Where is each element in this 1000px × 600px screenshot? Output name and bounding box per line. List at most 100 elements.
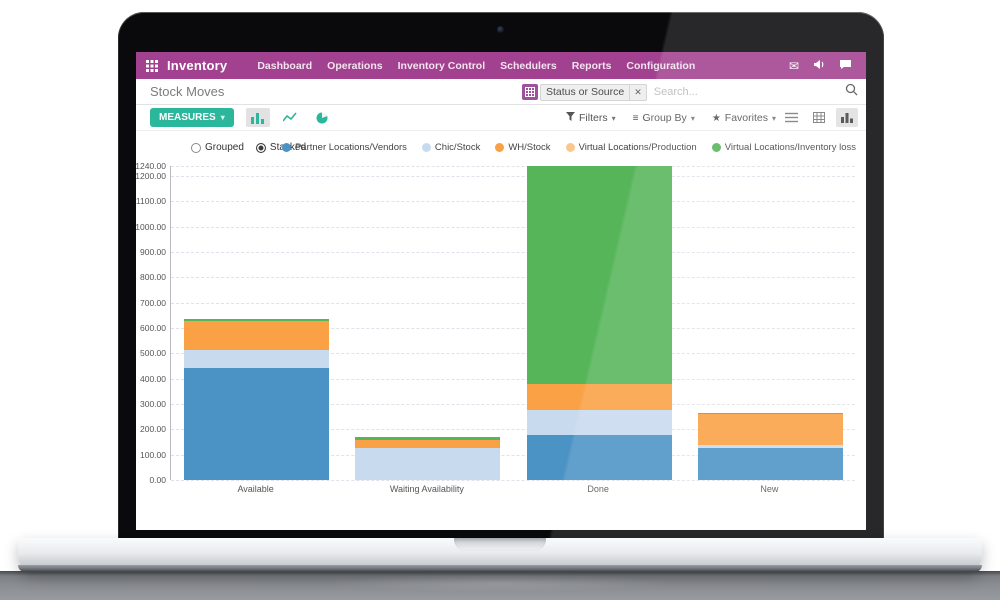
- nav-item-dashboard[interactable]: Dashboard: [257, 59, 313, 72]
- nav-item-schedulers[interactable]: Schedulers: [500, 59, 557, 72]
- app-title[interactable]: Inventory: [167, 58, 228, 73]
- apps-grid-icon[interactable]: [146, 59, 158, 72]
- laptop-base-notch: [454, 538, 546, 551]
- y-tick-label: 100.00: [140, 449, 166, 460]
- bar-segment[interactable]: [184, 321, 330, 350]
- chart-legend: Partner Locations/Vendors Chic/Stock WH/St…: [281, 142, 856, 153]
- caret-down-icon: ▾: [611, 113, 616, 123]
- legend-item[interactable]: Virtual Locations/Production: [565, 142, 697, 153]
- y-tick-label: 1200.00: [136, 171, 166, 182]
- gridline: [171, 166, 855, 167]
- nav-item-configuration[interactable]: Configuration: [626, 59, 696, 72]
- legend-label: WH/Stock: [508, 142, 551, 153]
- page-title: Stock Moves: [150, 84, 225, 99]
- caret-down-icon: ▾: [220, 113, 225, 122]
- search-box: Status or Source ✕: [522, 79, 858, 105]
- graph-view-button[interactable]: [836, 108, 858, 127]
- x-tick-label: Done: [587, 484, 609, 494]
- legend-item[interactable]: WH/Stock: [495, 142, 551, 153]
- bar-segment[interactable]: [697, 444, 843, 448]
- gridline: [171, 429, 855, 431]
- caret-down-icon: ▾: [771, 113, 776, 123]
- gridline: [171, 353, 855, 355]
- desk-surface: [0, 571, 1000, 600]
- facet-table-icon: [522, 84, 538, 100]
- pie-chart-mode-button[interactable]: [310, 108, 334, 127]
- line-chart-mode-button[interactable]: [278, 108, 302, 127]
- chart-mode-label: Grouped: [205, 142, 244, 153]
- gridline: [171, 378, 855, 380]
- favorites-menu[interactable]: ★ Favorites ▾: [711, 112, 776, 124]
- chart-mode-grouped[interactable]: Grouped: [191, 142, 244, 153]
- legend-dot-icon: [711, 143, 721, 152]
- facet-remove-icon[interactable]: ✕: [629, 84, 646, 100]
- bar-segment[interactable]: [184, 349, 330, 368]
- y-tick-label: 0.00: [149, 475, 166, 485]
- nav-item-reports[interactable]: Reports: [571, 59, 612, 72]
- chat-icon[interactable]: [839, 57, 852, 75]
- legend-label: Chic/Stock: [434, 142, 481, 153]
- y-axis-labels: 0.00 100.00 200.00 300.00 400.00 500.00 600.00…: [136, 161, 166, 485]
- bar-segment[interactable]: [184, 367, 330, 480]
- legend-dot-icon: [565, 143, 575, 152]
- radio-icon: [191, 142, 201, 153]
- messages-icon[interactable]: ✉: [788, 58, 799, 73]
- bar-segment[interactable]: [184, 319, 330, 322]
- gridline: [171, 252, 855, 254]
- x-tick-label: Waiting Availability: [389, 484, 464, 494]
- nav-item-inventory-control[interactable]: Inventory Control: [397, 59, 486, 72]
- y-tick-label: 1000.00: [136, 221, 166, 232]
- bar-new[interactable]: [697, 412, 843, 480]
- y-tick-label: 400.00: [140, 373, 166, 384]
- stock-moves-chart: GroupedStacked Partner Locations/Vendors…: [136, 132, 866, 530]
- search-facet: Status or Source ✕: [522, 83, 647, 101]
- bar-segment[interactable]: [526, 166, 672, 384]
- search-icon[interactable]: [845, 83, 858, 101]
- bar-segment[interactable]: [697, 412, 843, 414]
- y-tick-label: 300.00: [140, 399, 166, 410]
- bar-segment[interactable]: [697, 447, 843, 480]
- group-by-menu[interactable]: ≡ Group By ▾: [632, 112, 695, 124]
- facet-pill: Status or Source ✕: [540, 83, 647, 101]
- radio-icon: [255, 142, 266, 153]
- bar-segment[interactable]: [526, 409, 672, 435]
- y-tick-label: 700.00: [140, 297, 166, 308]
- bar-waiting-availability[interactable]: [355, 437, 501, 480]
- gridline: [171, 454, 855, 456]
- list-view-button[interactable]: [780, 108, 802, 127]
- legend-item[interactable]: Partner Locations/Vendors: [281, 142, 407, 153]
- laptop-screen: Inventory Dashboard Operations Inventory C…: [136, 52, 866, 530]
- announcement-icon[interactable]: [813, 57, 825, 75]
- gridline: [171, 328, 855, 330]
- legend-dot-icon: [421, 143, 431, 152]
- bar-segment[interactable]: [526, 383, 672, 410]
- bar-segment[interactable]: [526, 434, 672, 480]
- bar-segment[interactable]: [355, 439, 501, 449]
- bar-done[interactable]: [526, 166, 672, 480]
- pivot-view-button[interactable]: [808, 108, 830, 127]
- desk-reflection: [330, 574, 670, 592]
- search-input[interactable]: [646, 86, 845, 98]
- filters-menu[interactable]: Filters ▾: [566, 112, 616, 124]
- funnel-icon: [566, 112, 575, 124]
- bar-segment[interactable]: [355, 448, 501, 480]
- y-tick-label: 800.00: [140, 272, 166, 283]
- nav-item-operations[interactable]: Operations: [327, 59, 383, 72]
- bar-available[interactable]: [184, 319, 330, 480]
- nav-menu: Dashboard Operations Inventory Control Sche…: [257, 60, 695, 72]
- legend-dot-icon: [495, 143, 505, 152]
- legend-label: Partner Locations/Vendors: [294, 142, 407, 153]
- legend-item[interactable]: Virtual Locations/Inventory loss: [711, 142, 856, 153]
- bar-segment[interactable]: [697, 413, 843, 445]
- group-by-icon: ≡: [632, 112, 639, 124]
- y-tick-label: 600.00: [140, 323, 166, 334]
- y-tick-label: 900.00: [140, 247, 166, 258]
- gridline: [171, 404, 855, 406]
- caret-down-icon: ▾: [690, 113, 695, 123]
- top-navbar: Inventory Dashboard Operations Inventory C…: [136, 52, 866, 79]
- legend-item[interactable]: Chic/Stock: [421, 142, 481, 153]
- bar-chart-mode-button[interactable]: [245, 108, 270, 127]
- measures-button[interactable]: MEASURES ▾: [150, 108, 234, 127]
- bar-segment[interactable]: [355, 437, 501, 440]
